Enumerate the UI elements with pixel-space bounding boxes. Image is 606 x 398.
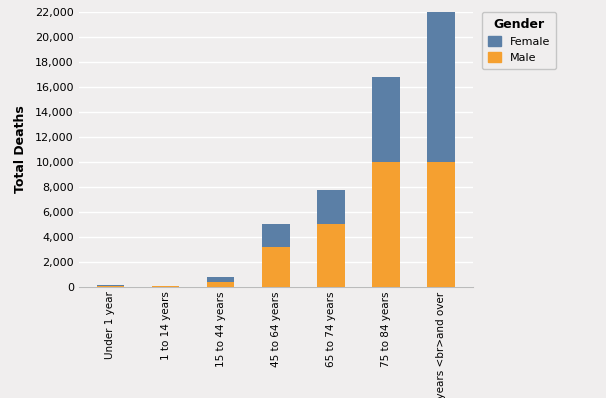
Bar <box>427 12 454 162</box>
Bar <box>262 247 290 287</box>
Bar <box>207 281 235 287</box>
Bar <box>372 162 400 287</box>
Bar <box>427 162 454 287</box>
Y-axis label: Total Deaths: Total Deaths <box>14 105 27 193</box>
Bar <box>97 286 124 287</box>
Legend: Female, Male: Female, Male <box>482 12 556 69</box>
Bar <box>262 224 290 247</box>
Bar <box>152 286 179 287</box>
Bar <box>372 77 400 162</box>
Bar <box>317 190 345 224</box>
Bar <box>97 285 124 286</box>
Bar <box>317 224 345 287</box>
Bar <box>207 277 235 281</box>
